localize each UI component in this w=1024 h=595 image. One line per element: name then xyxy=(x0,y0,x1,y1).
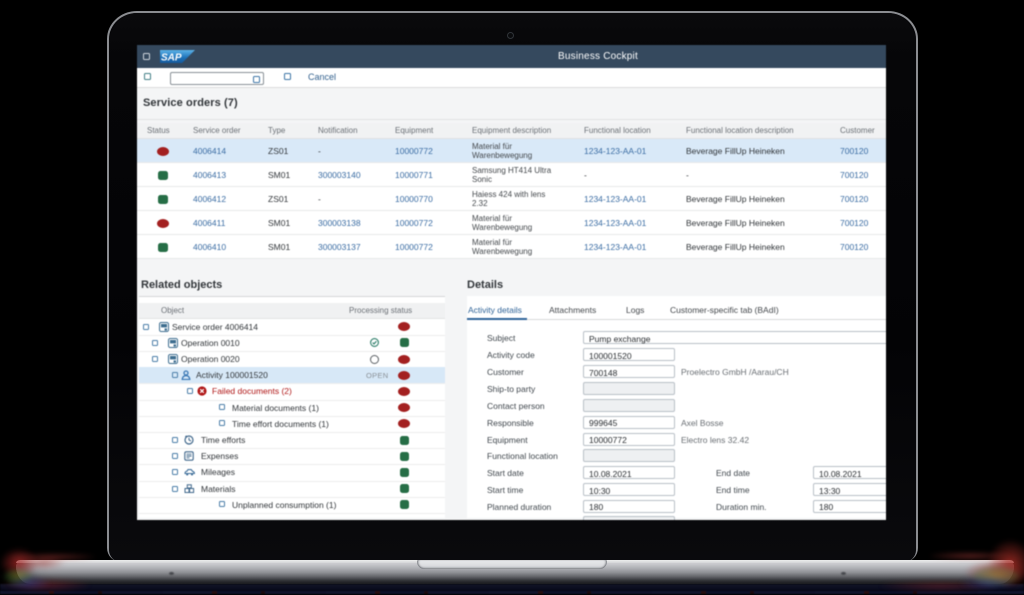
svg-text:SAP: SAP xyxy=(161,52,182,63)
